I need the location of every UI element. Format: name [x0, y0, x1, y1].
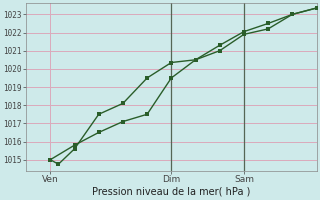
X-axis label: Pression niveau de la mer( hPa ): Pression niveau de la mer( hPa ) — [92, 187, 251, 197]
